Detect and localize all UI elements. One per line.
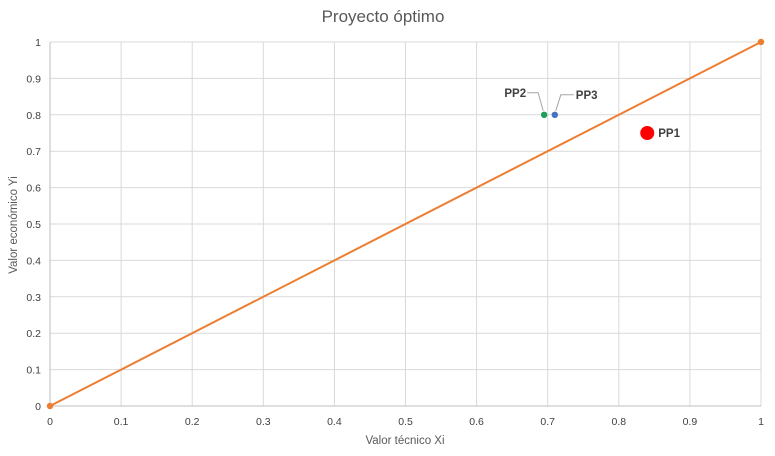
y-tick-label: 0.9 [26,73,41,85]
x-tick-label: 0.9 [683,416,698,428]
data-label-pp2: PP2 [504,88,526,100]
data-point-pp2 [540,111,548,119]
x-tick-label: 1 [758,416,764,428]
x-tick-label: 0.2 [185,416,200,428]
data-point-pp1 [640,126,655,140]
y-tick-label: 0.5 [26,219,41,231]
y-tick-label: 0 [35,401,41,413]
data-points: PP1 PP2 PP3 [504,88,681,140]
reference-line-marker [46,402,54,410]
x-axis-ticks: 0 0.1 0.2 0.3 0.4 0.5 0.6 0.7 0.8 0.9 1 [47,416,764,428]
y-tick-label: 0.2 [26,328,41,340]
y-tick-label: 0.4 [26,255,41,267]
leader-line-pp2 [527,92,544,111]
x-tick-label: 0.8 [611,416,626,428]
x-tick-label: 0.3 [256,416,271,428]
y-tick-label: 0.7 [26,146,41,158]
data-point-pp3 [551,111,559,119]
x-tick-label: 0.4 [327,416,342,428]
leader-line-pp3 [555,94,574,111]
data-label-pp1: PP1 [658,128,680,140]
chart-title: Proyecto óptimo [322,7,445,26]
data-label-pp3: PP3 [576,90,598,102]
y-axis-title: Valor económico Yi [8,176,20,274]
reference-line [49,41,762,407]
x-tick-label: 0.6 [469,416,484,428]
reference-line-series [46,38,765,410]
y-tick-label: 0.8 [26,110,41,122]
x-tick-label: 0 [47,416,53,428]
y-tick-label: 0.1 [26,365,41,377]
x-tick-label: 0.7 [540,416,555,428]
x-tick-label: 0.1 [114,416,129,428]
axes [49,42,761,407]
y-tick-label: 0.6 [26,183,41,195]
y-axis-ticks: 0 0.1 0.2 0.3 0.4 0.5 0.6 0.7 0.8 0.9 1 [26,37,41,413]
y-tick-label: 1 [35,37,41,49]
x-tick-label: 0.5 [398,416,413,428]
y-tick-label: 0.3 [26,292,41,304]
x-axis-title: Valor técnico Xi [365,435,444,447]
reference-line-marker [757,38,765,46]
